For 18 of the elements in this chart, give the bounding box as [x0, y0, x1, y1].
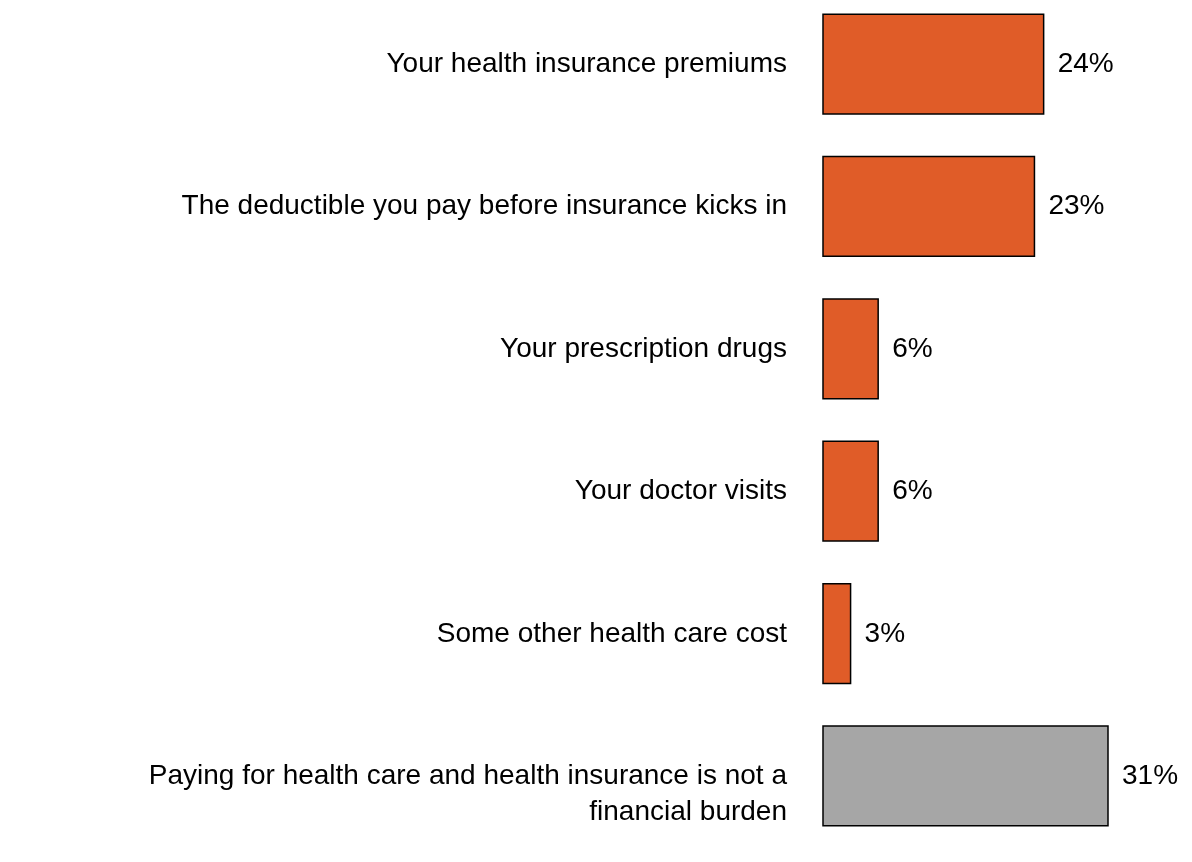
- data-label: 31%: [1122, 758, 1179, 790]
- bar: [822, 582, 852, 685]
- bar: [822, 155, 1036, 258]
- data-label: 6%: [892, 331, 933, 363]
- y-tick-label: The deductible you pay before insurance kicks in: [181, 189, 787, 221]
- y-tick-label: Your prescription drugs: [500, 331, 787, 363]
- bar: [822, 13, 1045, 115]
- y-tick-label: Your health insurance premiums: [386, 47, 787, 79]
- data-label: 3%: [864, 616, 906, 648]
- data-label: 23%: [1048, 189, 1105, 221]
- y-tick-label: Your doctor visits: [574, 474, 787, 506]
- data-label: 24%: [1057, 47, 1114, 79]
- y-tick-label: Paying for health care and health insurance is not a financial burden: [148, 758, 788, 826]
- data-label: 6%: [892, 474, 933, 506]
- bar: [822, 725, 1109, 827]
- bar: [822, 298, 879, 400]
- bar: [822, 440, 879, 542]
- y-tick-label: Some other health care cost: [436, 616, 788, 648]
